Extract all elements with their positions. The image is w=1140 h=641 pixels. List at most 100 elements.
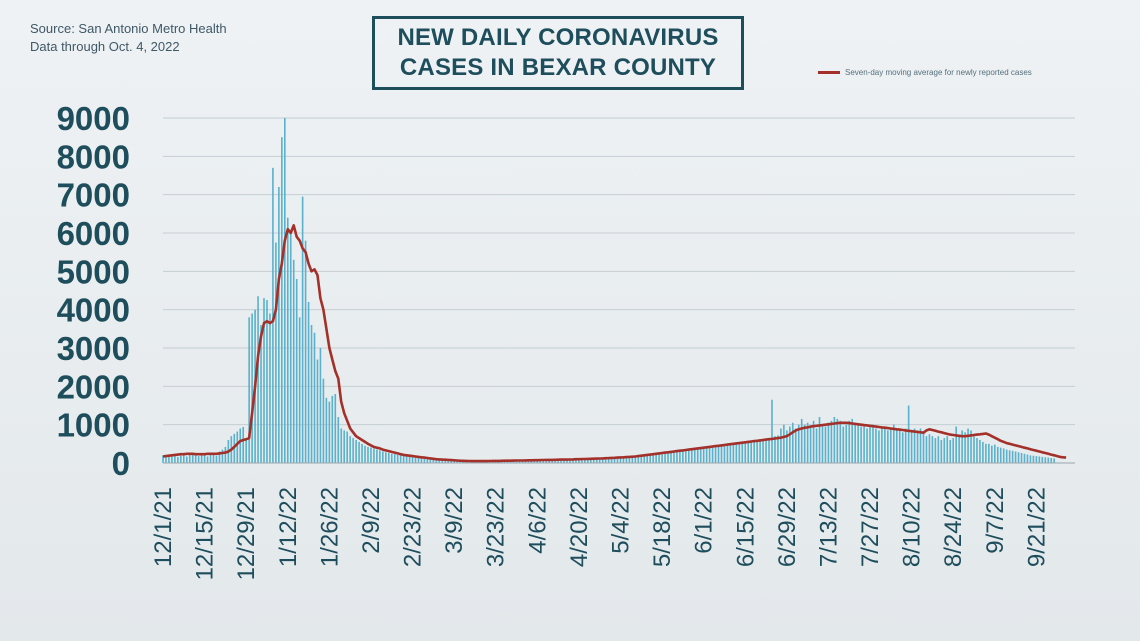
daily-cases-bar bbox=[1035, 456, 1038, 463]
daily-cases-bar bbox=[168, 454, 170, 463]
daily-cases-bar bbox=[379, 450, 381, 463]
daily-cases-bar bbox=[931, 436, 934, 463]
x-tick-label: 9/21/22 bbox=[1023, 487, 1050, 567]
daily-cases-bar bbox=[993, 444, 996, 463]
daily-cases-bar bbox=[940, 440, 943, 463]
daily-cases-bar bbox=[266, 300, 268, 463]
daily-cases-bar bbox=[239, 428, 242, 463]
daily-cases-bar bbox=[444, 460, 447, 463]
daily-cases-bar bbox=[765, 438, 767, 463]
daily-cases-bar bbox=[251, 313, 253, 463]
x-tick-label: 1/26/22 bbox=[316, 487, 343, 567]
daily-cases-bar bbox=[690, 448, 693, 463]
daily-cases-bar bbox=[260, 325, 262, 463]
daily-cases-bar bbox=[845, 424, 848, 463]
x-tick-label: 4/20/22 bbox=[566, 487, 593, 567]
daily-cases-bar bbox=[275, 242, 277, 463]
x-tick-label: 12/29/21 bbox=[233, 487, 260, 580]
daily-cases-bar bbox=[619, 456, 622, 463]
daily-cases-bar bbox=[1014, 451, 1017, 463]
daily-cases-bar bbox=[592, 458, 595, 463]
daily-cases-bar bbox=[575, 458, 577, 463]
x-tick-label: 6/1/22 bbox=[691, 487, 718, 554]
daily-cases-bar bbox=[601, 457, 604, 463]
daily-cases-bar bbox=[904, 428, 907, 463]
daily-cases-bar bbox=[447, 460, 449, 463]
daily-cases-bar bbox=[705, 446, 708, 463]
daily-cases-bar bbox=[881, 426, 883, 463]
daily-cases-bar bbox=[1023, 453, 1026, 463]
daily-cases-bar bbox=[839, 420, 842, 463]
daily-cases-bar bbox=[402, 455, 405, 463]
daily-cases-bar bbox=[191, 453, 194, 463]
legend-line-swatch bbox=[818, 71, 840, 74]
daily-cases-bar bbox=[794, 428, 797, 463]
daily-cases-bar bbox=[982, 441, 984, 463]
moving-average-line bbox=[162, 224, 1067, 463]
daily-cases-bar bbox=[292, 259, 295, 463]
daily-cases-bar bbox=[711, 445, 714, 463]
daily-cases-bar bbox=[988, 443, 990, 463]
daily-cases-bar bbox=[316, 359, 319, 463]
daily-cases-bar bbox=[441, 460, 444, 463]
daily-cases-bar bbox=[337, 417, 340, 463]
daily-cases-bar bbox=[646, 453, 649, 463]
daily-cases-bar bbox=[373, 448, 375, 463]
daily-cases-bar bbox=[774, 436, 776, 463]
daily-cases-bar bbox=[976, 438, 978, 463]
daily-cases-bar bbox=[919, 428, 922, 463]
daily-cases-bar bbox=[331, 395, 334, 463]
daily-cases-bar bbox=[780, 428, 782, 463]
daily-cases-bar bbox=[1053, 458, 1056, 463]
daily-cases-bar bbox=[334, 394, 337, 463]
daily-cases-bar bbox=[396, 454, 399, 463]
daily-cases-bar bbox=[661, 451, 663, 463]
daily-cases-bar bbox=[598, 458, 601, 463]
daily-cases-bar bbox=[1050, 458, 1053, 463]
daily-cases-bar bbox=[185, 456, 188, 463]
x-tick-label: 3/23/22 bbox=[483, 487, 510, 567]
chart-title-line-1: NEW DAILY CORONAVIRUS bbox=[397, 24, 719, 51]
data-date-line: Data through Oct. 4, 2022 bbox=[30, 39, 180, 54]
x-tick-label: 8/10/22 bbox=[899, 487, 926, 567]
y-tick-label: 7000 bbox=[57, 177, 130, 214]
daily-cases-bar bbox=[658, 452, 660, 463]
daily-cases-bar bbox=[560, 459, 562, 463]
daily-cases-bar bbox=[922, 432, 925, 463]
daily-cases-bar bbox=[459, 461, 461, 463]
daily-cases-bar bbox=[533, 460, 536, 463]
daily-cases-bar bbox=[890, 428, 892, 463]
daily-cases-bar bbox=[613, 457, 616, 463]
daily-cases-bar bbox=[554, 459, 556, 463]
daily-cases-bar bbox=[456, 460, 458, 463]
daily-cases-bar bbox=[649, 453, 651, 463]
daily-cases-bar bbox=[595, 458, 598, 463]
daily-cases-bar bbox=[830, 420, 833, 463]
daily-cases-bar bbox=[206, 456, 209, 463]
daily-cases-bar bbox=[803, 424, 806, 463]
daily-cases-bar bbox=[218, 451, 221, 463]
daily-cases-bar bbox=[688, 448, 690, 463]
daily-cases-bar bbox=[937, 436, 940, 463]
daily-cases-bar bbox=[693, 447, 696, 463]
daily-cases-bar bbox=[616, 457, 619, 463]
daily-cases-bar bbox=[634, 455, 637, 463]
daily-cases-bar bbox=[411, 456, 414, 463]
y-tick-label: 4000 bbox=[57, 292, 130, 329]
daily-cases-bar bbox=[420, 458, 423, 463]
daily-cases-bar bbox=[393, 454, 396, 463]
x-tick-label: 9/7/22 bbox=[982, 487, 1009, 554]
daily-cases-bar bbox=[563, 459, 565, 463]
daily-cases-bar bbox=[771, 399, 773, 463]
daily-cases-bar bbox=[913, 428, 916, 463]
daily-cases-bar bbox=[996, 446, 999, 463]
daily-cases-bar bbox=[928, 434, 931, 463]
x-tick-label: 6/29/22 bbox=[774, 487, 801, 567]
daily-cases-bar bbox=[679, 449, 681, 463]
daily-cases-bar bbox=[212, 453, 215, 463]
daily-cases-bar bbox=[453, 460, 455, 463]
daily-cases-bar bbox=[664, 451, 666, 463]
daily-cases-bar bbox=[836, 418, 839, 463]
daily-cases-bar bbox=[269, 313, 271, 463]
chart-title: NEW DAILY CORONAVIRUS CASES IN BEXAR COU… bbox=[372, 16, 744, 90]
